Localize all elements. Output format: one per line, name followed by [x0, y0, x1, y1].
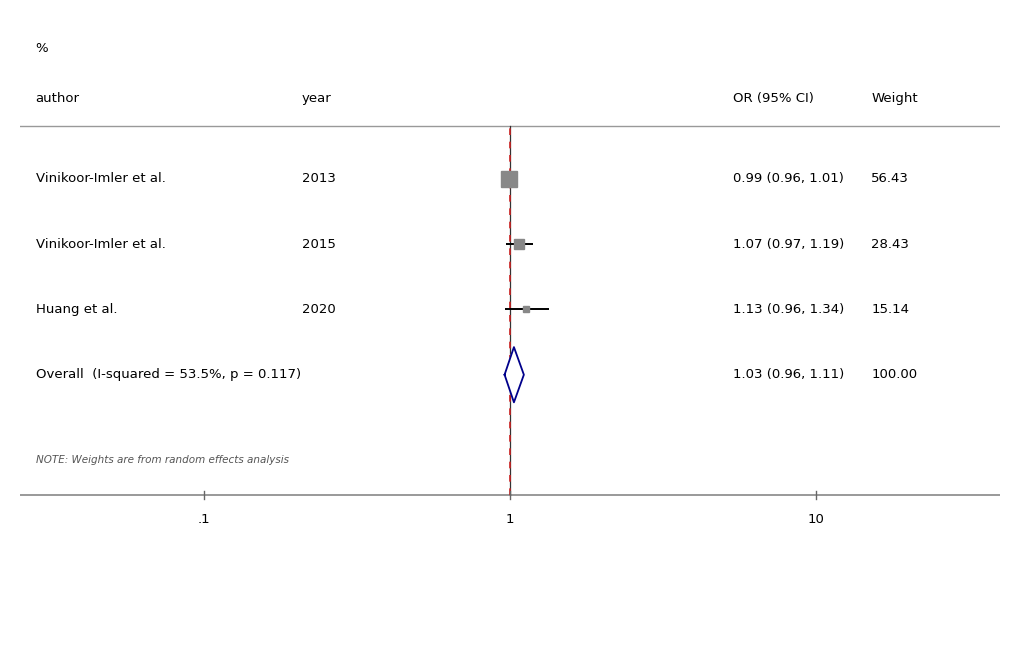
- Text: 28.43: 28.43: [870, 237, 908, 250]
- Text: 2020: 2020: [302, 303, 335, 316]
- Text: 1.07 (0.97, 1.19): 1.07 (0.97, 1.19): [733, 237, 844, 250]
- Text: 100.00: 100.00: [870, 368, 916, 381]
- Text: Vinikoor-Imler et al.: Vinikoor-Imler et al.: [36, 173, 165, 185]
- Text: 1.03 (0.96, 1.11): 1.03 (0.96, 1.11): [733, 368, 844, 381]
- Text: Huang et al.: Huang et al.: [36, 303, 117, 316]
- Text: 15.14: 15.14: [870, 303, 908, 316]
- Text: OR (95% CI): OR (95% CI): [733, 92, 813, 105]
- Text: author: author: [36, 92, 79, 105]
- Text: 1.13 (0.96, 1.34): 1.13 (0.96, 1.34): [733, 303, 844, 316]
- Text: 0.99 (0.96, 1.01): 0.99 (0.96, 1.01): [733, 173, 844, 185]
- Text: 2015: 2015: [302, 237, 335, 250]
- Text: %: %: [36, 42, 48, 55]
- Text: 2013: 2013: [302, 173, 335, 185]
- Polygon shape: [504, 347, 524, 402]
- Text: 56.43: 56.43: [870, 173, 908, 185]
- Text: year: year: [302, 92, 331, 105]
- Text: Weight: Weight: [870, 92, 917, 105]
- Text: 10: 10: [807, 513, 823, 526]
- Text: .1: .1: [198, 513, 210, 526]
- Text: 1: 1: [505, 513, 514, 526]
- Text: Vinikoor-Imler et al.: Vinikoor-Imler et al.: [36, 237, 165, 250]
- Text: NOTE: Weights are from random effects analysis: NOTE: Weights are from random effects an…: [36, 455, 288, 465]
- Text: Overall  (I-squared = 53.5%, p = 0.117): Overall (I-squared = 53.5%, p = 0.117): [36, 368, 301, 381]
